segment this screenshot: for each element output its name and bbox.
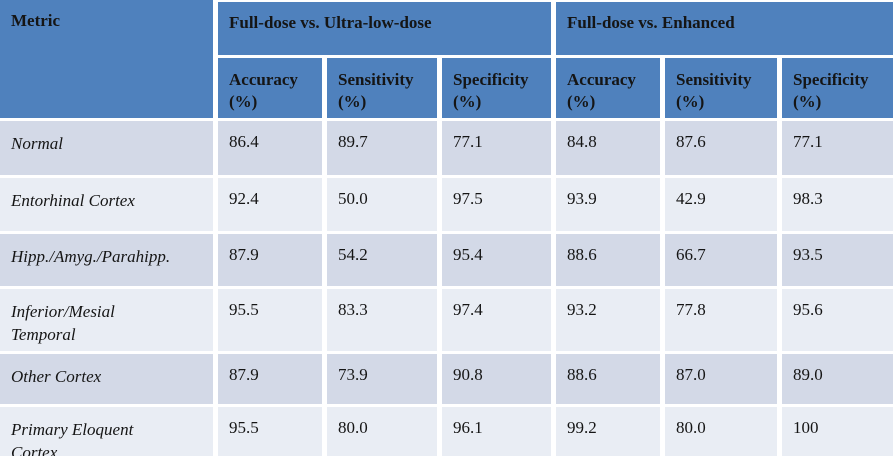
group-header-ultra-low-dose: Full-dose vs. Ultra-low-dose (218, 0, 556, 58)
value-cell: 83.3 (327, 288, 442, 354)
value-cell: 87.6 (665, 120, 782, 178)
value-cell: 90.8 (442, 353, 556, 407)
group-header-enhanced: Full-dose vs. Enhanced (556, 0, 893, 58)
value-cell: 88.6 (556, 353, 665, 407)
value-cell: 95.6 (782, 288, 893, 354)
value-cell: 92.4 (218, 177, 327, 234)
row-label: Other Cortex (0, 353, 218, 407)
col-header-sensitivity-1: Sensitivity (%) (327, 58, 442, 121)
value-cell: 86.4 (218, 120, 327, 178)
value-cell: 95.4 (442, 233, 556, 289)
row-label: Primary Eloquent Cortex (0, 406, 218, 456)
table-row: Normal 86.4 89.7 77.1 84.8 87.6 77.1 (0, 120, 893, 178)
value-cell: 54.2 (327, 233, 442, 289)
value-cell: 93.9 (556, 177, 665, 234)
header-subcolumn-row: Accuracy (%) Sensitivity (%) Specificity… (0, 58, 893, 121)
value-cell: 97.4 (442, 288, 556, 354)
value-cell: 77.8 (665, 288, 782, 354)
value-cell: 80.0 (665, 406, 782, 456)
header-group-row: Metric Full-dose vs. Ultra-low-dose Full… (0, 0, 893, 121)
col-header-accuracy-2: Accuracy (%) (556, 58, 665, 121)
table-row: Hipp./Amyg./Parahipp. 87.9 54.2 95.4 88.… (0, 233, 893, 289)
value-cell: 99.2 (556, 406, 665, 456)
value-cell: 84.8 (556, 120, 665, 178)
value-cell: 98.3 (782, 177, 893, 234)
value-cell: 87.9 (218, 233, 327, 289)
col-header-accuracy-1: Accuracy (%) (218, 58, 327, 121)
value-cell: 95.5 (218, 406, 327, 456)
value-cell: 77.1 (442, 120, 556, 178)
value-cell: 88.6 (556, 233, 665, 289)
value-cell: 89.0 (782, 353, 893, 407)
col-header-sensitivity-2: Sensitivity (%) (665, 58, 782, 121)
row-label: Hipp./Amyg./Parahipp. (0, 233, 218, 289)
value-cell: 96.1 (442, 406, 556, 456)
value-cell: 87.9 (218, 353, 327, 407)
table-row: Inferior/Mesial Temporal 95.5 83.3 97.4 … (0, 288, 893, 354)
row-label: Entorhinal Cortex (0, 177, 218, 234)
value-cell: 66.7 (665, 233, 782, 289)
table-row: Entorhinal Cortex 92.4 50.0 97.5 93.9 42… (0, 177, 893, 234)
value-cell: 97.5 (442, 177, 556, 234)
col-header-specificity-2: Specificity (%) (782, 58, 893, 121)
value-cell: 80.0 (327, 406, 442, 456)
value-cell: 93.5 (782, 233, 893, 289)
value-cell: 93.2 (556, 288, 665, 354)
value-cell: 87.0 (665, 353, 782, 407)
table-row: Primary Eloquent Cortex 95.5 80.0 96.1 9… (0, 406, 893, 456)
value-cell: 42.9 (665, 177, 782, 234)
metric-column-header: Metric (0, 0, 218, 121)
value-cell: 50.0 (327, 177, 442, 234)
row-label: Inferior/Mesial Temporal (0, 288, 218, 354)
value-cell: 89.7 (327, 120, 442, 178)
row-label: Normal (0, 120, 218, 178)
value-cell: 100 (782, 406, 893, 456)
value-cell: 73.9 (327, 353, 442, 407)
value-cell: 95.5 (218, 288, 327, 354)
table-row: Other Cortex 87.9 73.9 90.8 88.6 87.0 89… (0, 353, 893, 407)
col-header-specificity-1: Specificity (%) (442, 58, 556, 121)
value-cell: 77.1 (782, 120, 893, 178)
